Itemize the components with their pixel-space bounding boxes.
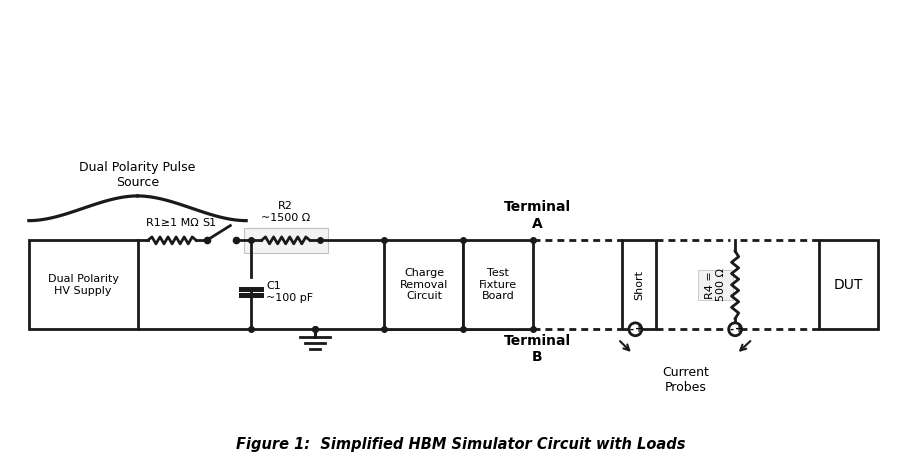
Text: C1
~100 pF: C1 ~100 pF xyxy=(266,281,313,303)
Text: R4 =
500 Ω: R4 = 500 Ω xyxy=(704,268,727,301)
Text: Short: Short xyxy=(633,270,644,300)
Text: Dual Polarity Pulse
Source: Dual Polarity Pulse Source xyxy=(79,160,195,189)
Text: R1≥1 MΩ: R1≥1 MΩ xyxy=(146,218,198,228)
Text: -: - xyxy=(630,324,633,334)
Text: Dual Polarity
HV Supply: Dual Polarity HV Supply xyxy=(48,274,119,296)
Bar xyxy=(819,240,879,329)
Circle shape xyxy=(728,323,741,336)
Text: Figure 1:  Simplified HBM Simulator Circuit with Loads: Figure 1: Simplified HBM Simulator Circu… xyxy=(236,437,686,452)
Bar xyxy=(29,240,137,329)
Bar xyxy=(621,240,656,329)
Text: R2
~1500 Ω: R2 ~1500 Ω xyxy=(261,201,311,223)
Text: +: + xyxy=(735,324,743,334)
Text: +: + xyxy=(635,324,644,334)
Bar xyxy=(464,240,533,329)
Bar xyxy=(384,240,464,329)
Bar xyxy=(243,228,327,253)
Text: Current
Probes: Current Probes xyxy=(662,366,709,394)
Text: Terminal
A: Terminal A xyxy=(504,200,571,230)
Text: Terminal
B: Terminal B xyxy=(504,334,571,364)
Text: Charge
Removal
Circuit: Charge Removal Circuit xyxy=(400,268,448,301)
Text: -: - xyxy=(729,324,733,334)
Circle shape xyxy=(629,323,642,336)
Text: Test
Fixture
Board: Test Fixture Board xyxy=(479,268,517,301)
Text: DUT: DUT xyxy=(834,278,863,292)
Bar xyxy=(698,270,733,300)
Text: S1: S1 xyxy=(202,218,216,228)
